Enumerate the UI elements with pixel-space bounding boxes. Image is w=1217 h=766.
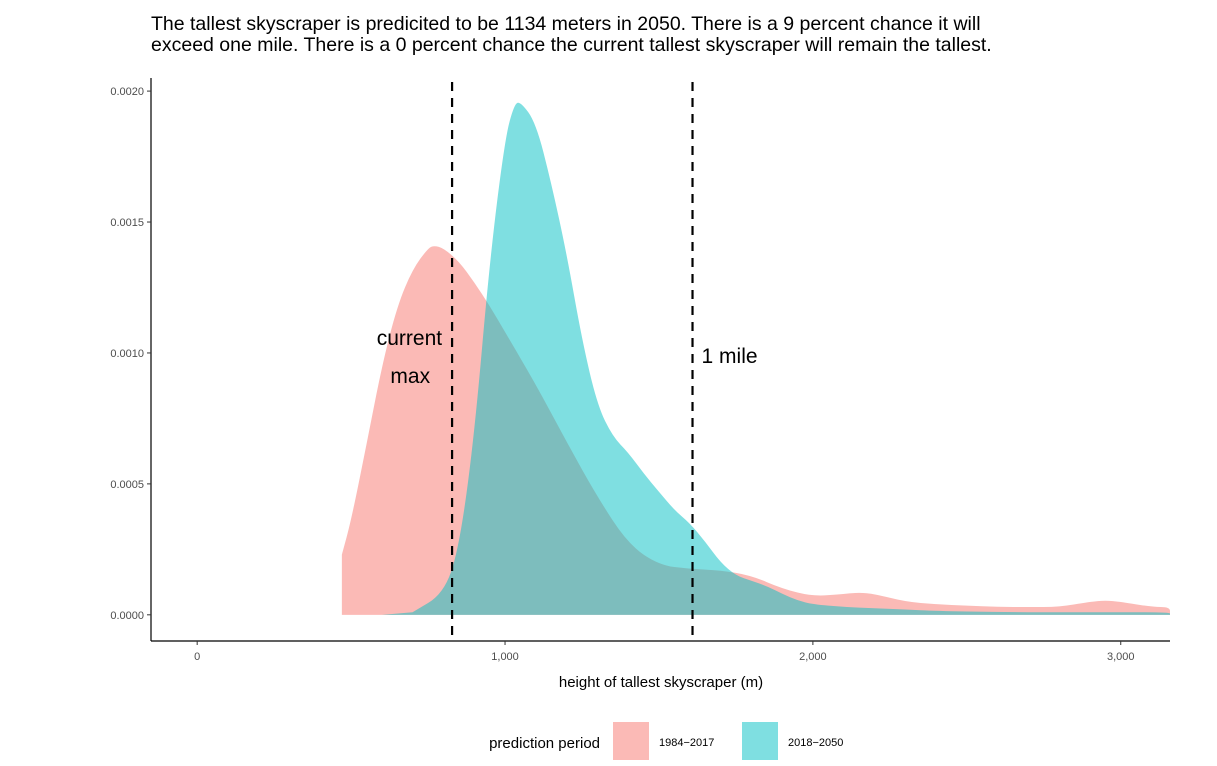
x-tick-label: 0 [194, 651, 200, 663]
reference-lines [450, 82, 694, 641]
y-tick-label: 0.0005 [110, 479, 144, 491]
density-area-2 [381, 102, 1170, 615]
y-tick-label: 0.0000 [110, 610, 144, 622]
x-tick-label: 3,000 [1107, 651, 1135, 663]
chart-title-line-1: The tallest skyscraper is predicited to … [151, 13, 981, 35]
legend-key-1 [613, 722, 649, 760]
y-tick-label: 0.0020 [110, 86, 144, 98]
density-areas [341, 102, 1170, 615]
reference-line-labels: current max 1 mile [377, 327, 758, 388]
legend-label-1: 1984−2017 [659, 737, 714, 749]
axes: 0.0000 0.0005 0.0010 0.0015 0.0020 0 1,000 2,00… [110, 78, 1170, 663]
reference-line-label: max [390, 365, 430, 388]
legend-key-2 [742, 722, 778, 760]
x-axis-title: height of tallest skyscraper (m) [559, 674, 763, 691]
legend-title: prediction period [489, 735, 600, 752]
y-tick-label: 0.0010 [110, 348, 144, 360]
reference-line-label: 1 mile [702, 345, 758, 368]
legend: prediction period 1984−2017 2018−2050 [489, 722, 843, 760]
chart-title-line-2: exceed one mile. There is a 0 percent ch… [151, 34, 992, 56]
x-tick-label: 1,000 [491, 651, 519, 663]
legend-label-2: 2018−2050 [788, 737, 843, 749]
reference-line-label: current [377, 327, 443, 350]
y-tick-label: 0.0015 [110, 217, 144, 229]
x-tick-label: 2,000 [799, 651, 827, 663]
